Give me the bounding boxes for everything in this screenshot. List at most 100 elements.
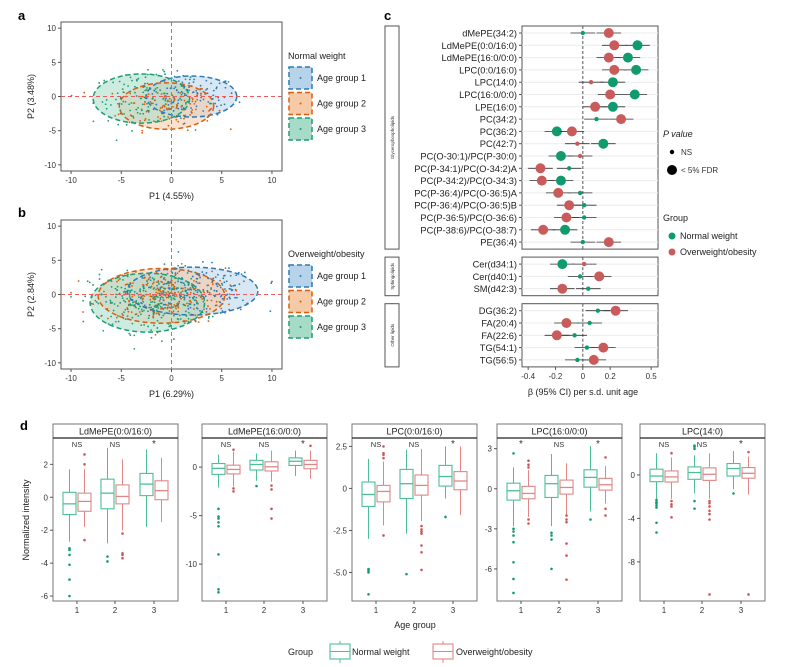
- data-point: [177, 310, 180, 313]
- data-point: [174, 291, 177, 294]
- data-point: [174, 86, 177, 88]
- y-axis-label: Normalized intensity: [21, 479, 31, 561]
- data-point: [163, 299, 165, 302]
- box-normal-weight: [506, 452, 521, 595]
- data-point: [143, 304, 146, 307]
- data-point: [129, 334, 132, 337]
- data-point: [103, 290, 105, 293]
- data-point: [186, 100, 189, 103]
- data-point: [140, 324, 143, 327]
- data-point: [202, 300, 205, 303]
- data-point: [130, 311, 133, 314]
- data-point: [145, 283, 148, 286]
- data-point: [112, 81, 115, 84]
- data-point: [216, 285, 219, 288]
- data-point: [164, 293, 166, 296]
- data-point: [174, 274, 177, 277]
- estimate-point-overweight-obesity: [609, 64, 620, 75]
- data-point: [219, 312, 222, 314]
- data-point: [178, 300, 181, 303]
- data-point: [95, 301, 98, 303]
- outlier-point: [565, 520, 568, 524]
- iqr-box: [583, 469, 598, 488]
- legend-title: Normal weight: [288, 51, 346, 61]
- data-point: [142, 289, 145, 292]
- data-point: [152, 316, 155, 319]
- data-point: [205, 311, 208, 313]
- data-point: [167, 290, 170, 293]
- outlier-point: [708, 593, 711, 596]
- data-point: [162, 69, 164, 71]
- data-point: [176, 105, 178, 108]
- data-point: [128, 332, 131, 335]
- x-tick-label: -5: [118, 176, 126, 185]
- y-tick-label: -2: [41, 526, 49, 535]
- data-point: [188, 296, 191, 299]
- data-point: [205, 79, 208, 82]
- outlier-point: [527, 466, 530, 469]
- box-overweight-obesity: [598, 456, 613, 517]
- data-point: [124, 318, 127, 321]
- estimate-point-overweight-obesity: [598, 342, 609, 353]
- data-point: [116, 92, 119, 95]
- iqr-box: [521, 485, 536, 500]
- significance-label: *: [596, 439, 600, 450]
- data-point: [177, 91, 180, 94]
- data-point: [207, 101, 210, 103]
- data-point: [147, 317, 150, 319]
- data-point: [183, 284, 186, 286]
- forest-facet-other-lipids: [384, 303, 659, 368]
- data-point: [82, 299, 84, 302]
- box-normal-weight: [544, 454, 559, 571]
- data-point: [197, 321, 200, 324]
- data-point: [109, 302, 112, 305]
- data-point: [178, 270, 181, 273]
- data-point: [214, 276, 217, 279]
- data-point: [192, 98, 194, 101]
- data-point: [144, 89, 147, 92]
- outlier-point: [255, 484, 258, 488]
- data-point: [205, 105, 208, 108]
- data-point: [128, 103, 131, 106]
- y-tick-label: 2: [44, 460, 49, 469]
- data-point: [180, 117, 182, 120]
- data-point: [146, 87, 148, 89]
- outlier-point: [550, 531, 553, 535]
- data-point: [145, 89, 148, 91]
- data-point: [135, 95, 138, 97]
- data-point: [217, 99, 220, 102]
- data-point: [190, 301, 193, 304]
- data-point: [116, 289, 119, 292]
- data-point: [212, 277, 215, 280]
- outlier-point: [565, 554, 568, 557]
- data-point: [132, 282, 134, 284]
- x-tick-label: 0: [169, 176, 174, 185]
- facet-title: LdMePE(0:0/16:0): [79, 427, 152, 437]
- legend-key-point: [299, 275, 302, 277]
- legend-label-age-group-1: Age group 1: [317, 271, 366, 281]
- legend-key-point: [299, 128, 302, 130]
- data-point: [100, 314, 103, 317]
- x-tick-label: -0.4: [521, 372, 535, 381]
- data-point: [105, 99, 108, 101]
- data-point: [97, 302, 100, 305]
- y-tick-label: -5: [190, 512, 198, 521]
- data-point: [189, 303, 192, 305]
- data-point: [94, 299, 97, 302]
- data-point: [181, 81, 184, 84]
- outlier-point: [382, 451, 385, 455]
- data-point: [164, 73, 166, 76]
- lipid-label: LPC(14:0): [475, 78, 517, 88]
- data-point: [163, 109, 166, 112]
- estimate-point-normal-weight: [586, 286, 591, 291]
- outlier-point: [747, 450, 750, 454]
- data-point: [221, 310, 224, 312]
- outlier-point: [217, 588, 220, 591]
- data-point: [156, 86, 159, 89]
- outlier-point: [420, 524, 423, 528]
- data-point: [131, 115, 133, 117]
- data-point: [149, 298, 152, 301]
- data-point: [143, 287, 146, 290]
- data-point: [187, 284, 190, 286]
- data-point: [183, 99, 186, 102]
